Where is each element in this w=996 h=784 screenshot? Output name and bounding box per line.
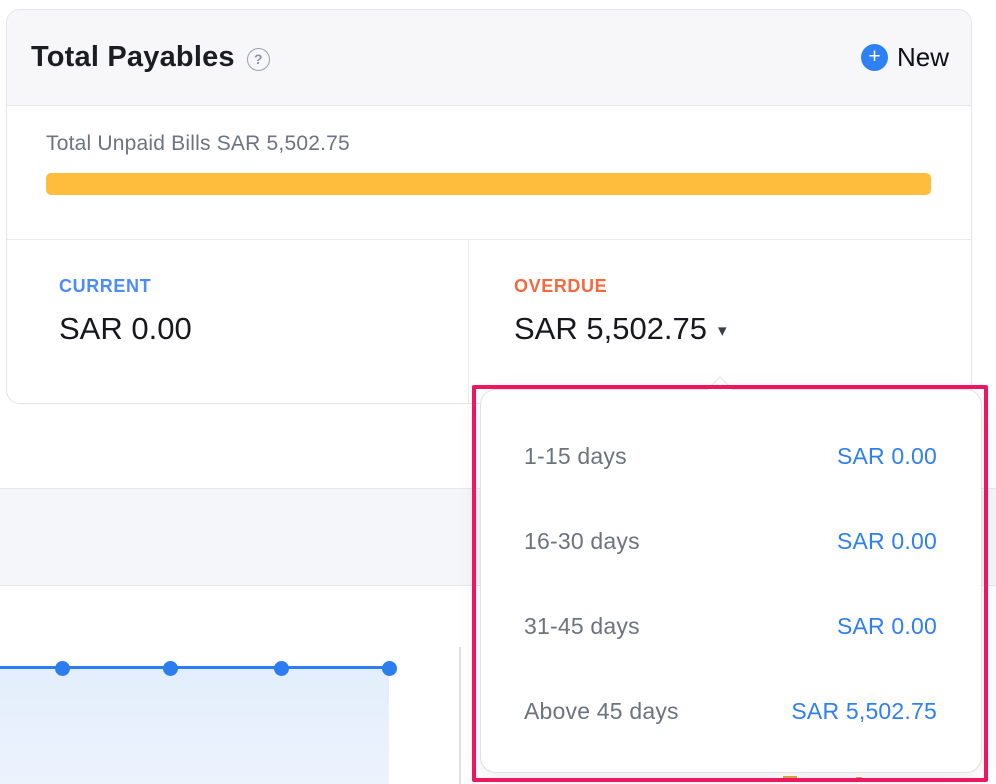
overdue-label: OVERDUE — [514, 276, 608, 296]
overdue-value: SAR 5,502.75 — [514, 311, 708, 346]
aging-row-value-link[interactable]: SAR 5,502.75 — [791, 698, 937, 724]
aging-row-above-45: Above 45 days SAR 5,502.75 — [481, 669, 981, 754]
plus-icon: + — [860, 44, 888, 71]
aging-row-label: 16-30 days — [524, 528, 640, 554]
help-icon-glyph: ? — [253, 51, 263, 67]
current-value: SAR 0.00 — [59, 311, 192, 346]
overdue-aging-popup: 1-15 days SAR 0.00 16-30 days SAR 0.00 3… — [480, 376, 982, 773]
chart-tick-mark — [856, 777, 862, 781]
aging-row-label: Above 45 days — [524, 698, 679, 724]
card-title: Total Payables — [31, 41, 235, 73]
caret-down-icon: ▾ — [718, 321, 727, 340]
current-overdue-section: CURRENT SAR 0.00 OVERDUE SAR 5,502.75 ▾ — [7, 240, 971, 403]
chart-point[interactable] — [55, 661, 70, 676]
chart-point[interactable] — [274, 661, 289, 676]
chart-tick-mark — [783, 776, 797, 780]
current-label: CURRENT — [59, 276, 152, 296]
overdue-value-dropdown-trigger[interactable]: SAR 5,502.75 ▾ — [514, 311, 727, 347]
aging-row-value-link[interactable]: SAR 0.00 — [836, 528, 937, 554]
aging-row-label: 31-45 days — [524, 613, 640, 639]
chart-point[interactable] — [163, 661, 178, 676]
current-column: CURRENT SAR 0.00 — [7, 240, 469, 403]
chart-area-fill — [0, 669, 389, 784]
unpaid-bills-section: Total Unpaid Bills SAR 5,502.75 — [7, 106, 971, 240]
unpaid-progress-bar — [46, 173, 931, 195]
aging-row-31-45: 31-45 days SAR 0.00 — [481, 584, 981, 669]
aging-row-value-link[interactable]: SAR 0.00 — [836, 613, 937, 639]
card-title-group: Total Payables ? — [31, 41, 270, 74]
chart-point[interactable] — [382, 661, 397, 676]
aging-row-label: 1-15 days — [524, 443, 627, 469]
overdue-column: OVERDUE SAR 5,502.75 ▾ — [469, 240, 971, 403]
aging-row-1-15: 1-15 days SAR 0.00 — [481, 414, 981, 499]
card-header: Total Payables ? + New — [7, 10, 971, 106]
chart-line — [0, 666, 390, 669]
help-icon[interactable]: ? — [246, 47, 270, 71]
new-button[interactable]: + New — [860, 42, 949, 73]
total-unpaid-label: Total Unpaid Bills SAR 5,502.75 — [46, 132, 350, 155]
aging-row-16-30: 16-30 days SAR 0.00 — [481, 499, 981, 584]
chart-gridline — [459, 647, 461, 784]
total-payables-card: Total Payables ? + New Total Unpaid Bill… — [6, 9, 972, 404]
aging-row-value-link[interactable]: SAR 0.00 — [836, 443, 937, 469]
new-button-label: New — [896, 42, 949, 72]
